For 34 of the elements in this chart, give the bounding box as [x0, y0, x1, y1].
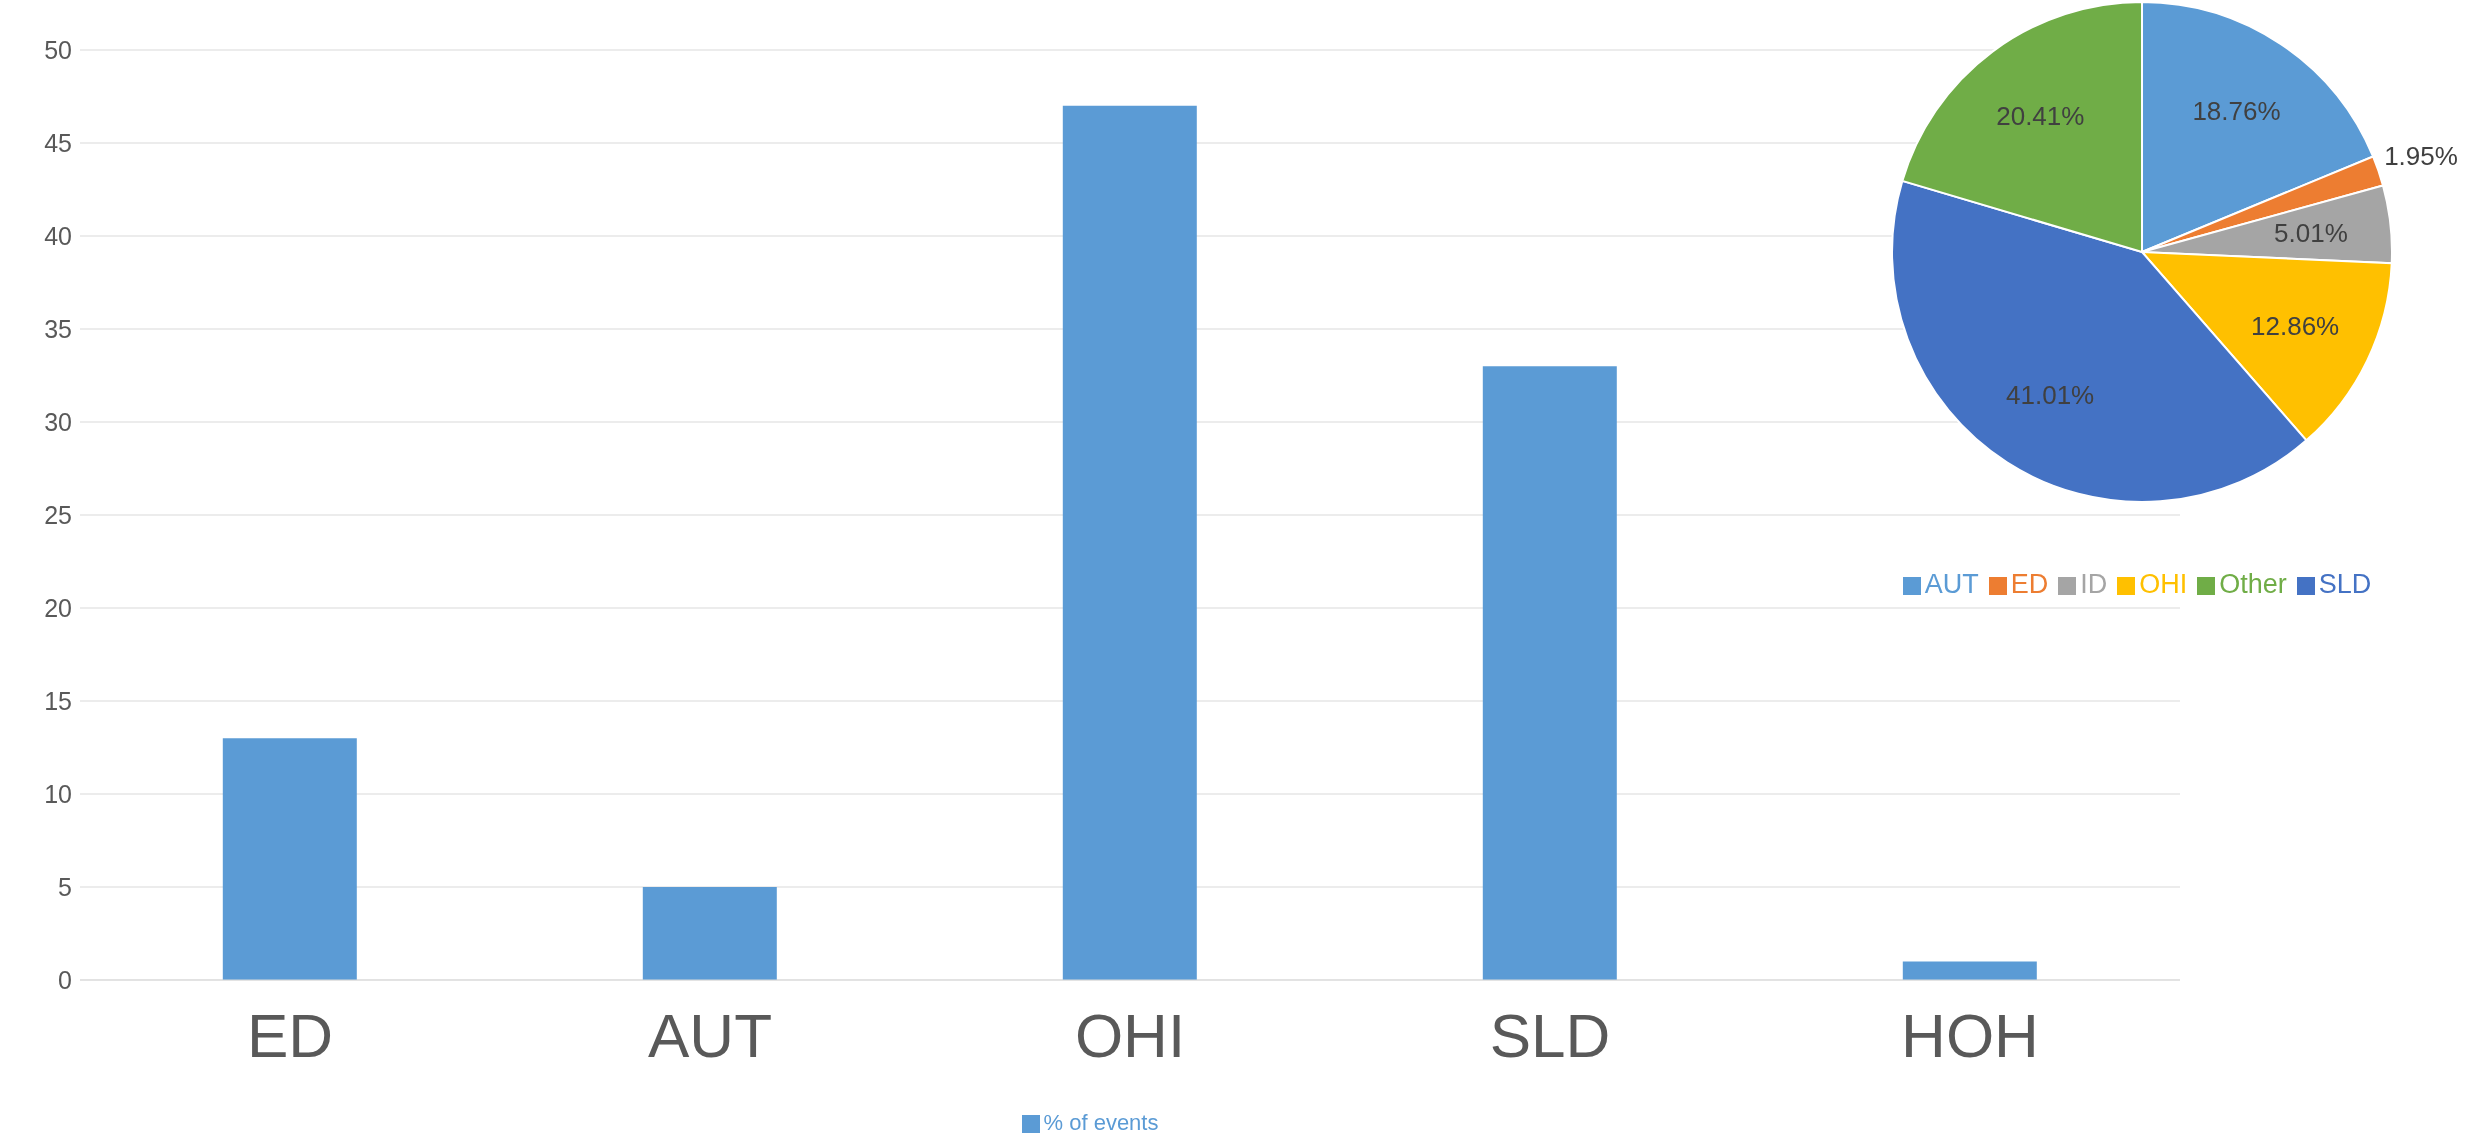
- bar: [1902, 961, 2037, 980]
- data-label: 5.01%: [2274, 217, 2348, 248]
- legend-label: ID: [2080, 569, 2108, 599]
- y-tick-label: 0: [58, 965, 72, 994]
- x-tick-label: AUT: [648, 1001, 772, 1071]
- y-tick-label: 40: [44, 221, 72, 250]
- y-tick-label: 35: [44, 314, 72, 343]
- legend-label: OHI: [2139, 569, 2188, 599]
- y-tick-label: 45: [44, 128, 72, 157]
- data-label: 18.76%: [2192, 95, 2281, 126]
- data-label: 20.41%: [1996, 100, 2085, 131]
- bar: [1062, 105, 1197, 980]
- data-label: 1.95%: [2384, 141, 2458, 172]
- x-tick-label: OHI: [1074, 1001, 1186, 1071]
- legend-label: Other: [2219, 569, 2287, 599]
- legend-label: ED: [2010, 569, 2049, 599]
- data-label: 12.86%: [2251, 310, 2340, 341]
- y-tick-label: 5: [58, 872, 72, 901]
- x-tick-label: HOH: [1901, 1001, 2039, 1071]
- y-tick-label: 20: [44, 593, 72, 622]
- legend-label: SLD: [2318, 569, 2372, 599]
- x-tick-label: ED: [246, 1001, 334, 1071]
- y-tick-label: 50: [44, 35, 72, 64]
- bar: [222, 738, 357, 980]
- data-label: 41.01%: [2006, 380, 2095, 411]
- y-tick-label: 10: [44, 779, 72, 808]
- x-tick-label: SLD: [1489, 1001, 1611, 1071]
- legend-label: % of events: [1043, 1110, 1159, 1135]
- legend-label: AUT: [1924, 569, 1979, 599]
- y-tick-label: 25: [44, 500, 72, 529]
- y-tick-label: 30: [44, 407, 72, 436]
- bar: [1482, 366, 1617, 980]
- bar: [642, 887, 777, 980]
- y-tick-label: 15: [44, 686, 72, 715]
